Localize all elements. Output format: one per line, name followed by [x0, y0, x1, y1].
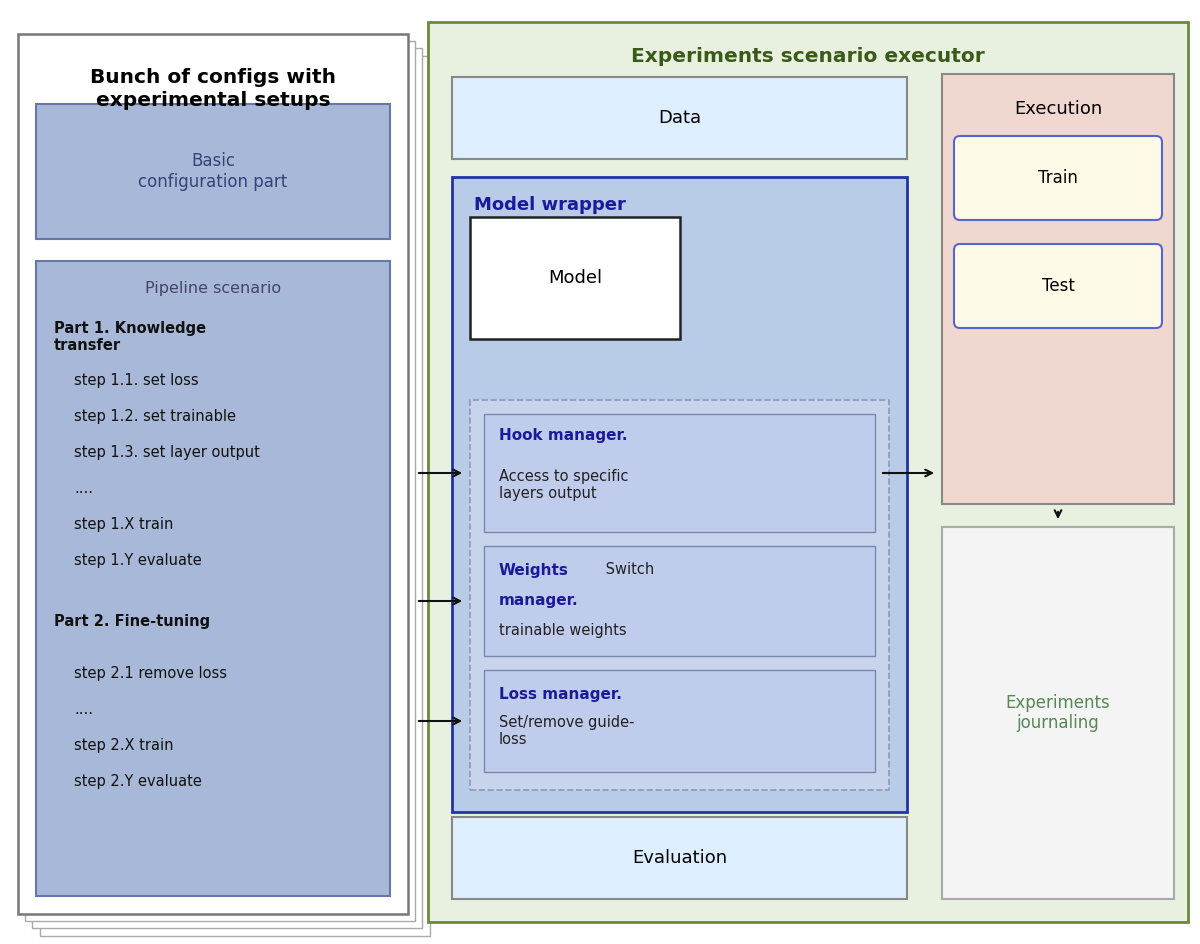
Text: Execution: Execution — [1014, 100, 1102, 118]
Text: ....: .... — [74, 702, 94, 717]
Bar — [452, 177, 907, 812]
Bar — [484, 670, 875, 772]
Bar — [470, 217, 680, 339]
Text: step 2.1 remove loss: step 2.1 remove loss — [74, 666, 227, 681]
Text: Bunch of configs with
experimental setups: Bunch of configs with experimental setup… — [90, 68, 336, 110]
Text: step 1.X train: step 1.X train — [74, 517, 173, 532]
Text: Part 2. Fine-tuning: Part 2. Fine-tuning — [54, 614, 210, 629]
Bar — [428, 22, 1188, 922]
Text: Experiments
journaling: Experiments journaling — [1006, 694, 1110, 733]
Text: Hook manager.: Hook manager. — [499, 429, 628, 444]
Text: manager.: manager. — [499, 594, 578, 609]
Text: Part 1. Knowledge
transfer: Part 1. Knowledge transfer — [54, 321, 206, 353]
Text: Experiments scenario executor: Experiments scenario executor — [631, 47, 985, 66]
Text: Model wrapper: Model wrapper — [474, 196, 626, 214]
Bar — [36, 261, 390, 896]
FancyBboxPatch shape — [954, 244, 1162, 328]
Text: Data: Data — [658, 109, 701, 127]
Text: Test: Test — [1042, 277, 1074, 295]
Text: step 2.X train: step 2.X train — [74, 738, 174, 753]
Text: Model: Model — [548, 269, 602, 287]
Text: ....: .... — [74, 481, 94, 496]
Bar — [25, 41, 415, 921]
Text: Pipeline scenario: Pipeline scenario — [145, 281, 281, 296]
FancyBboxPatch shape — [954, 136, 1162, 220]
Text: step 1.3. set layer output: step 1.3. set layer output — [74, 445, 260, 460]
Bar — [484, 414, 875, 532]
Text: Weights: Weights — [499, 563, 569, 578]
Text: step 1.2. set trainable: step 1.2. set trainable — [74, 409, 236, 424]
Text: step 2.Y evaluate: step 2.Y evaluate — [74, 774, 202, 789]
Bar — [36, 104, 390, 239]
Text: Train: Train — [1038, 169, 1078, 187]
Bar — [452, 817, 907, 899]
Text: Set/remove guide-
loss: Set/remove guide- loss — [499, 715, 635, 748]
Bar — [942, 74, 1174, 504]
Text: step 1.1. set loss: step 1.1. set loss — [74, 373, 199, 388]
Bar — [470, 400, 889, 790]
Text: trainable weights: trainable weights — [499, 622, 626, 637]
Bar — [942, 527, 1174, 899]
Text: Access to specific
layers output: Access to specific layers output — [499, 469, 629, 501]
Bar — [32, 48, 422, 928]
Text: Loss manager.: Loss manager. — [499, 687, 622, 702]
Text: Evaluation: Evaluation — [632, 849, 727, 867]
Text: Basic
configuration part: Basic configuration part — [138, 152, 288, 191]
Bar — [484, 546, 875, 656]
Text: step 1.Y evaluate: step 1.Y evaluate — [74, 553, 202, 568]
Bar — [40, 56, 430, 936]
Bar — [452, 77, 907, 159]
Text: Switch: Switch — [601, 563, 654, 578]
Bar — [18, 34, 408, 914]
